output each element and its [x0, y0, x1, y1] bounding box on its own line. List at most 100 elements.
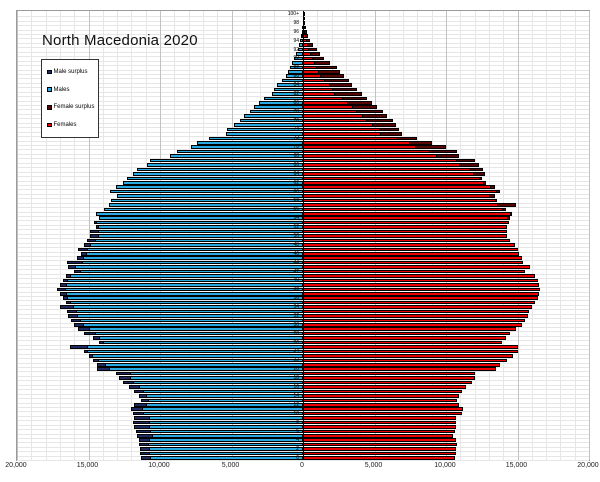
male-bar [111, 198, 303, 203]
male-bar [227, 127, 303, 132]
female-bar [303, 309, 529, 314]
female-bar [303, 256, 522, 260]
male-bar [71, 318, 303, 323]
male-bar [139, 451, 303, 456]
male-bar [295, 52, 303, 56]
male-bar [59, 291, 303, 296]
female-bar [303, 420, 456, 425]
male-bar [254, 105, 303, 110]
gridline-horizontal [17, 460, 589, 462]
male-surplus-bar [141, 456, 152, 460]
male-surplus-bar [134, 416, 150, 420]
male-surplus-bar [131, 407, 143, 411]
age-tick-label: 84 [293, 82, 299, 89]
male-surplus-bar [67, 260, 83, 265]
male-surplus-bar [118, 376, 132, 380]
female-bar [303, 402, 459, 407]
age-tick-label: 6 [296, 428, 299, 435]
female-bar [303, 380, 472, 385]
female-bar [303, 358, 508, 363]
female-surplus-bar [304, 34, 308, 38]
females-swatch-icon [47, 122, 52, 128]
x-axis-tick-label: 5,000 [364, 462, 383, 469]
male-bar [138, 442, 303, 447]
male-bar [300, 38, 303, 43]
chart-title: North Macedonia 2020 [42, 32, 198, 49]
female-bar [303, 172, 485, 176]
female-bar [303, 167, 484, 172]
female-bar [303, 291, 539, 296]
male-surplus-bar [59, 283, 68, 287]
male-surplus-bar [78, 327, 90, 332]
legend-item-females: Females [47, 122, 98, 128]
female-bar [303, 238, 511, 243]
age-tick-label: 92 [293, 46, 299, 53]
female-surplus-bar [478, 176, 482, 181]
female-surplus-bar [380, 132, 402, 136]
female-bar [303, 376, 475, 380]
gridline-vertical-minor [74, 11, 76, 460]
male-bar [290, 65, 303, 70]
female-bar [303, 278, 538, 283]
age-tick-label: 88 [293, 64, 299, 71]
female-bar [303, 336, 507, 340]
male-bar [127, 176, 303, 181]
female-bar [303, 425, 456, 429]
male-surplus-bar [65, 274, 72, 278]
male-bar [67, 260, 303, 265]
gridline-vertical-minor [560, 11, 562, 460]
male-surplus-bar [134, 402, 148, 407]
male-bar [141, 398, 303, 403]
gridline-vertical-minor [31, 11, 33, 460]
female-bar [303, 385, 467, 389]
male-surplus-bar [69, 345, 89, 349]
female-bar [303, 274, 535, 278]
female-surplus-bar [334, 92, 362, 96]
female-surplus-bar [303, 25, 306, 30]
male-bar [59, 305, 303, 309]
male-surplus-bar [89, 229, 99, 234]
male-surplus-bar [115, 371, 132, 376]
male-surplus-bar [84, 331, 96, 336]
male-bar [98, 216, 303, 221]
x-axis-tick-label: 15,000 [76, 462, 99, 469]
male-surplus-bar [74, 269, 82, 274]
age-tick-label: 16 [293, 383, 299, 390]
age-tick-label: 60 [293, 188, 299, 195]
male-bar [277, 83, 303, 87]
male-bar [122, 380, 303, 385]
female-bar [303, 216, 511, 221]
female-bar [303, 212, 512, 216]
male-bar [108, 203, 303, 207]
age-tick-label: 2 [296, 446, 299, 453]
age-tick-label: 38 [293, 286, 299, 293]
legend-item-male-surplus: Male surplus [47, 69, 98, 75]
male-surplus-bar [65, 300, 72, 305]
age-tick-label: 68 [293, 153, 299, 160]
male-bar [59, 283, 303, 287]
age-tick-label: 36 [293, 295, 299, 302]
female-bar [303, 176, 482, 181]
male-bar [69, 345, 303, 349]
gridline-vertical-minor [574, 11, 576, 460]
male-surplus-bar [134, 389, 145, 394]
male-bar [134, 416, 303, 420]
female-surplus-bar [456, 158, 475, 163]
male-surplus-bar [57, 287, 66, 292]
male-bar [78, 327, 303, 332]
age-tick-label: 32 [293, 312, 299, 319]
age-tick-label: 0 [296, 455, 299, 461]
age-tick-label: 10 [293, 410, 299, 417]
female-bar [303, 220, 509, 225]
female-surplus-bar [355, 109, 384, 114]
male-bar [68, 314, 303, 318]
male-bar [95, 212, 303, 216]
female-surplus-bar [303, 21, 306, 25]
female-bar [303, 283, 539, 287]
female-surplus-bar [507, 216, 511, 221]
female-bar [303, 394, 459, 398]
female-surplus-bar [483, 180, 487, 185]
age-tick-label: 58 [293, 197, 299, 204]
legend-label: Female surplus [53, 104, 95, 111]
female-surplus-bar [428, 149, 458, 154]
